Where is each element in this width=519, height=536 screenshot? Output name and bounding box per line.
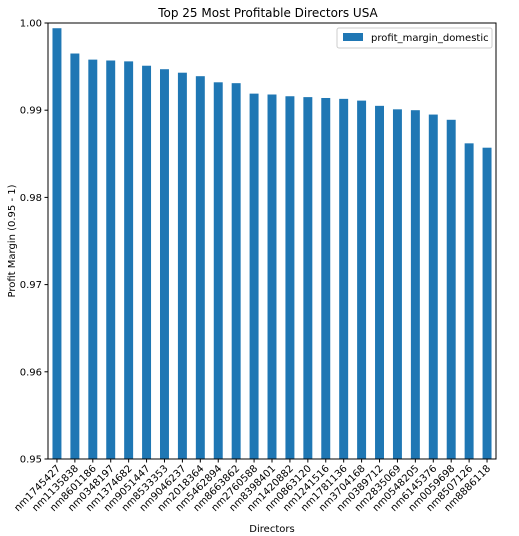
y-tick-label: 0.96 bbox=[20, 367, 42, 378]
bar-nm8398401 bbox=[267, 94, 277, 459]
bar-nm1745427 bbox=[52, 28, 62, 459]
bar-nm1135838 bbox=[70, 53, 80, 460]
bar-nm0059698 bbox=[446, 119, 456, 459]
bars-group bbox=[52, 28, 492, 460]
plot-frame bbox=[47, 22, 497, 460]
bar-nm9046237 bbox=[177, 72, 187, 459]
chart-title: Top 25 Most Profitable Directors USA bbox=[157, 6, 378, 20]
x-axis: nm1745427nm1135838nm8601186nm0348197nm13… bbox=[12, 459, 493, 514]
y-tick-label: 0.99 bbox=[20, 106, 42, 117]
y-axis-label: Profit Margin (0.95 - 1) bbox=[7, 184, 18, 297]
legend-box bbox=[336, 27, 493, 49]
bar-nm2835069 bbox=[392, 109, 402, 459]
bar-nm8533353 bbox=[160, 69, 169, 459]
bar-nm5462894 bbox=[213, 82, 223, 460]
bar-nm8663862 bbox=[231, 83, 241, 460]
bar-nm0863120 bbox=[303, 97, 313, 460]
bar-nm0389712 bbox=[375, 105, 384, 459]
legend: profit_margin_domestic bbox=[336, 27, 493, 49]
bar-nm1420882 bbox=[285, 96, 295, 459]
bar-nm2018364 bbox=[195, 76, 205, 459]
bar-nm1781136 bbox=[339, 98, 349, 460]
y-tick-label: 0.95 bbox=[20, 455, 42, 466]
y-axis: 0.95 0.96 0.97 0.98 0.99 1.00 bbox=[20, 19, 48, 466]
bar-nm0348197 bbox=[106, 60, 116, 459]
y-tick-label: 0.98 bbox=[20, 193, 42, 204]
bar-nm8507126 bbox=[464, 143, 474, 459]
bar-nm3704168 bbox=[357, 100, 367, 460]
x-axis-label: Directors bbox=[249, 524, 294, 535]
bar-nm6145376 bbox=[428, 114, 438, 459]
bar-nm1374682 bbox=[124, 61, 134, 460]
bar-nm8886118 bbox=[482, 147, 492, 459]
bar-nm9051447 bbox=[142, 65, 152, 459]
bar-nm1241516 bbox=[321, 97, 331, 460]
bar-nm0548205 bbox=[410, 110, 420, 459]
bar-nm2760588 bbox=[249, 93, 259, 459]
y-tick-label: 0.97 bbox=[20, 280, 42, 291]
legend-swatch bbox=[343, 33, 363, 41]
bar-nm8601186 bbox=[88, 59, 98, 460]
legend-label: profit_margin_domestic bbox=[371, 33, 489, 44]
y-tick-label: 1.00 bbox=[20, 19, 42, 30]
